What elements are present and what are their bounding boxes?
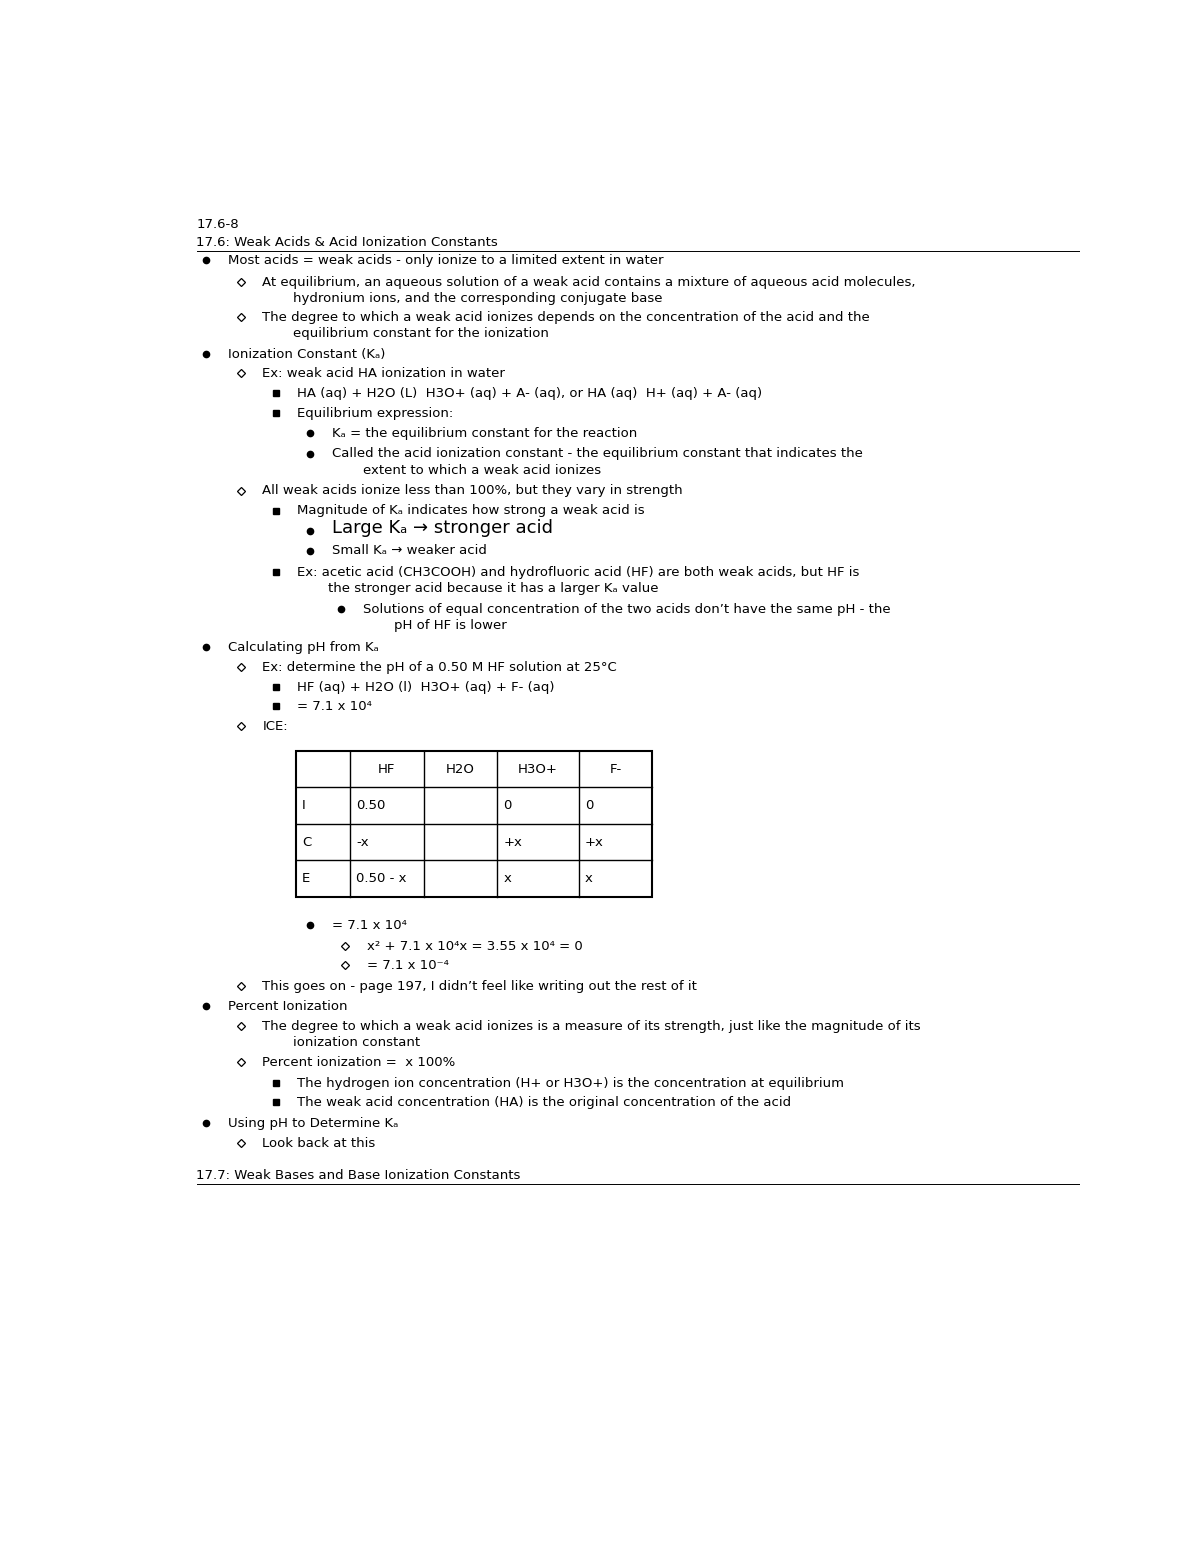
Text: F-: F- xyxy=(610,763,622,775)
Text: Percent Ionization: Percent Ionization xyxy=(228,1000,347,1013)
Text: I: I xyxy=(302,800,306,812)
Text: Solutions of equal concentration of the two acids don’t have the same pH - the: Solutions of equal concentration of the … xyxy=(364,603,890,617)
Text: HF: HF xyxy=(378,763,396,775)
Text: Called the acid ionization constant - the equilibrium constant that indicates th: Called the acid ionization constant - th… xyxy=(332,447,863,461)
Text: C: C xyxy=(302,836,311,848)
Text: Ionization Constant (Kₐ): Ionization Constant (Kₐ) xyxy=(228,348,385,362)
Text: pH of HF is lower: pH of HF is lower xyxy=(394,620,506,632)
Text: Ex: weak acid HA ionization in water: Ex: weak acid HA ionization in water xyxy=(263,368,505,380)
Text: 17.7: Weak Bases and Base Ionization Constants: 17.7: Weak Bases and Base Ionization Con… xyxy=(197,1169,521,1182)
Text: Using pH to Determine Kₐ: Using pH to Determine Kₐ xyxy=(228,1117,398,1129)
Text: +x: +x xyxy=(504,836,522,848)
Text: = 7.1 x 10⁴: = 7.1 x 10⁴ xyxy=(332,919,407,932)
Text: 17.6: Weak Acids & Acid Ionization Constants: 17.6: Weak Acids & Acid Ionization Const… xyxy=(197,236,498,248)
Text: Equilibrium expression:: Equilibrium expression: xyxy=(298,407,454,419)
Text: 0: 0 xyxy=(504,800,511,812)
Text: = 7.1 x 10⁴: = 7.1 x 10⁴ xyxy=(298,700,372,713)
Text: Small Kₐ → weaker acid: Small Kₐ → weaker acid xyxy=(332,545,487,558)
Text: Kₐ = the equilibrium constant for the reaction: Kₐ = the equilibrium constant for the re… xyxy=(332,427,637,439)
Text: H3O+: H3O+ xyxy=(518,763,558,775)
Text: Look back at this: Look back at this xyxy=(263,1137,376,1149)
Bar xyxy=(295,750,653,898)
Text: HA (aq) + H2O (L)  H3O+ (aq) + A- (aq), or HA (aq)  H+ (aq) + A- (aq): HA (aq) + H2O (L) H3O+ (aq) + A- (aq), o… xyxy=(298,387,762,401)
Text: +x: +x xyxy=(584,836,604,848)
Text: 0.50: 0.50 xyxy=(356,800,385,812)
Text: -x: -x xyxy=(356,836,368,848)
Text: All weak acids ionize less than 100%, but they vary in strength: All weak acids ionize less than 100%, bu… xyxy=(263,485,683,497)
Text: 0.50 - x: 0.50 - x xyxy=(356,873,407,885)
Text: ionization constant: ionization constant xyxy=(293,1036,420,1048)
Text: The hydrogen ion concentration (H+ or H3O+) is the concentration at equilibrium: The hydrogen ion concentration (H+ or H3… xyxy=(298,1076,845,1090)
Text: The weak acid concentration (HA) is the original concentration of the acid: The weak acid concentration (HA) is the … xyxy=(298,1096,791,1109)
Text: ICE:: ICE: xyxy=(263,721,288,733)
Text: HF (aq) + H2O (l)  H3O+ (aq) + F- (aq): HF (aq) + H2O (l) H3O+ (aq) + F- (aq) xyxy=(298,680,554,694)
Text: At equilibrium, an aqueous solution of a weak acid contains a mixture of aqueous: At equilibrium, an aqueous solution of a… xyxy=(263,276,916,289)
Text: = 7.1 x 10⁻⁴: = 7.1 x 10⁻⁴ xyxy=(367,958,449,972)
Text: This goes on - page 197, I didn’t feel like writing out the rest of it: This goes on - page 197, I didn’t feel l… xyxy=(263,980,697,992)
Text: x² + 7.1 x 10⁴x = 3.55 x 10⁴ = 0: x² + 7.1 x 10⁴x = 3.55 x 10⁴ = 0 xyxy=(367,940,583,952)
Text: The degree to which a weak acid ionizes is a measure of its strength, just like : The degree to which a weak acid ionizes … xyxy=(263,1020,922,1033)
Text: Most acids = weak acids - only ionize to a limited extent in water: Most acids = weak acids - only ionize to… xyxy=(228,255,662,267)
Text: E: E xyxy=(302,873,310,885)
Text: Calculating pH from Kₐ: Calculating pH from Kₐ xyxy=(228,641,378,654)
Text: x: x xyxy=(584,873,593,885)
Text: the stronger acid because it has a larger Kₐ value: the stronger acid because it has a large… xyxy=(329,582,659,595)
Text: equilibrium constant for the ionization: equilibrium constant for the ionization xyxy=(293,328,550,340)
Text: H2O: H2O xyxy=(446,763,475,775)
Text: Large Kₐ → stronger acid: Large Kₐ → stronger acid xyxy=(332,520,553,537)
Text: extent to which a weak acid ionizes: extent to which a weak acid ionizes xyxy=(364,464,601,477)
Text: hydronium ions, and the corresponding conjugate base: hydronium ions, and the corresponding co… xyxy=(293,292,662,304)
Text: 0: 0 xyxy=(584,800,593,812)
Text: Magnitude of Kₐ indicates how strong a weak acid is: Magnitude of Kₐ indicates how strong a w… xyxy=(298,505,644,517)
Text: Percent ionization =  x 100%: Percent ionization = x 100% xyxy=(263,1056,456,1068)
Text: Ex: determine the pH of a 0.50 M HF solution at 25°C: Ex: determine the pH of a 0.50 M HF solu… xyxy=(263,660,617,674)
Text: 17.6-8: 17.6-8 xyxy=(197,217,239,231)
Text: x: x xyxy=(504,873,511,885)
Text: Ex: acetic acid (CH3COOH) and hydrofluoric acid (HF) are both weak acids, but HF: Ex: acetic acid (CH3COOH) and hydrofluor… xyxy=(298,565,859,579)
Text: The degree to which a weak acid ionizes depends on the concentration of the acid: The degree to which a weak acid ionizes … xyxy=(263,311,870,325)
